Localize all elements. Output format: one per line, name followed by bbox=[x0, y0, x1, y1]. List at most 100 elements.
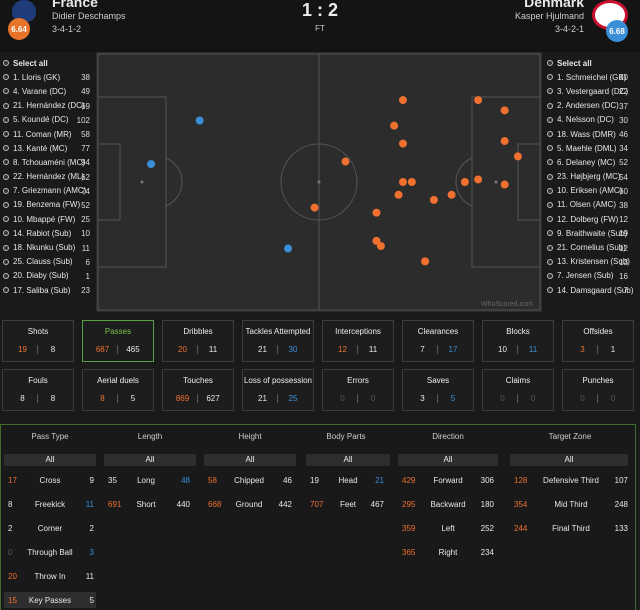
select-checkbox-icon[interactable] bbox=[547, 88, 553, 95]
home-pass-dot[interactable] bbox=[447, 190, 456, 199]
select-checkbox-icon[interactable] bbox=[3, 244, 9, 251]
filter-option[interactable]: Cross bbox=[39, 476, 61, 485]
away-player-row[interactable]: 7. Jensen (Sub) bbox=[546, 269, 640, 283]
select-checkbox-icon[interactable] bbox=[3, 102, 9, 109]
home-pass-dot[interactable] bbox=[398, 139, 407, 148]
select-checkbox-icon[interactable] bbox=[547, 201, 553, 208]
home-pass-dot[interactable] bbox=[310, 203, 319, 212]
home-team-name[interactable]: France bbox=[52, 0, 98, 10]
home-player-row[interactable]: 14. Rabiot (Sub) bbox=[2, 226, 106, 240]
filter-option[interactable]: Right bbox=[438, 548, 458, 557]
filter-all-button[interactable]: All bbox=[306, 454, 390, 466]
filter-option[interactable]: Head bbox=[338, 476, 358, 485]
select-checkbox-icon[interactable] bbox=[3, 88, 9, 95]
stat-fouls[interactable]: Fouls 8 8 bbox=[2, 369, 74, 411]
home-pass-dot[interactable] bbox=[429, 195, 438, 204]
filter-option[interactable]: Defensive Third bbox=[543, 476, 599, 485]
away-player-row[interactable]: 9. Braithwaite (Sub) bbox=[546, 226, 640, 240]
select-checkbox-icon[interactable] bbox=[3, 216, 9, 223]
home-pass-dot[interactable] bbox=[407, 178, 416, 186]
away-player-row[interactable]: 1. Schmeichel (GK) bbox=[546, 70, 640, 84]
select-checkbox-icon[interactable] bbox=[3, 74, 9, 81]
stat-interceptions[interactable]: Interceptions 12 11 bbox=[322, 320, 394, 362]
select-checkbox-icon[interactable] bbox=[547, 116, 553, 123]
home-pass-dot[interactable] bbox=[460, 178, 469, 186]
home-player-row[interactable]: 22. Hernández (ML) bbox=[2, 170, 106, 184]
stat-punches[interactable]: Punches 0 0 bbox=[562, 369, 634, 411]
away-pass-dot[interactable] bbox=[284, 244, 293, 253]
select-checkbox-icon[interactable] bbox=[3, 173, 9, 180]
select-checkbox-icon[interactable] bbox=[3, 272, 9, 279]
home-pass-dot[interactable] bbox=[372, 236, 381, 245]
home-pass-dot[interactable] bbox=[341, 157, 350, 166]
away-player-row[interactable]: 23. Højbjerg (MC) bbox=[546, 170, 640, 184]
stat-claims[interactable]: Claims 0 0 bbox=[482, 369, 554, 411]
select-checkbox-icon[interactable] bbox=[3, 131, 9, 138]
select-checkbox-icon[interactable] bbox=[547, 159, 553, 166]
home-player-row[interactable]: 21. Hernández (DC) bbox=[2, 99, 106, 113]
away-player-row[interactable]: 3. Vestergaard (DC) bbox=[546, 84, 640, 98]
select-checkbox-icon[interactable] bbox=[547, 216, 553, 223]
filter-option[interactable]: Corner bbox=[37, 524, 63, 533]
home-player-row[interactable]: 11. Coman (MR) bbox=[2, 127, 106, 141]
home-pass-dot[interactable] bbox=[500, 180, 509, 189]
away-player-row[interactable]: 2. Andersen (DC) bbox=[546, 99, 640, 113]
filter-option[interactable]: Key Passes bbox=[28, 596, 72, 605]
away-player-row[interactable]: 11. Olsen (AMC) bbox=[546, 198, 640, 212]
home-player-row[interactable]: 8. Tchouaméni (MC) bbox=[2, 155, 106, 169]
filter-option[interactable]: Through Ball bbox=[27, 548, 73, 557]
select-checkbox-icon[interactable] bbox=[547, 244, 553, 251]
filter-all-button[interactable]: All bbox=[398, 454, 498, 466]
home-player-row[interactable]: 13. Kanté (MC) bbox=[2, 141, 106, 155]
home-player-row[interactable]: 20. Diaby (Sub) bbox=[2, 269, 106, 283]
home-pass-dot[interactable] bbox=[513, 152, 522, 161]
away-player-row[interactable]: 4. Nelsson (DC) bbox=[546, 113, 640, 127]
filter-option[interactable]: Final Third bbox=[552, 524, 590, 533]
select-checkbox-icon[interactable] bbox=[3, 258, 9, 265]
filter-option[interactable]: Feet bbox=[339, 500, 356, 509]
stat-clearances[interactable]: Clearances 7 17 bbox=[402, 320, 474, 362]
stat-blocks[interactable]: Blocks 10 11 bbox=[482, 320, 554, 362]
select-checkbox-icon[interactable] bbox=[3, 230, 9, 237]
away-player-row[interactable]: 5. Maehle (DML) bbox=[546, 141, 640, 155]
stat-errors[interactable]: Errors 0 0 bbox=[322, 369, 394, 411]
away-player-row[interactable]: 6. Delaney (MC) bbox=[546, 155, 640, 169]
away-pass-dot[interactable] bbox=[195, 116, 204, 125]
filter-option[interactable]: Mid Third bbox=[554, 500, 588, 509]
stat-tackles-attempted[interactable]: Tackles Attempted 21 30 bbox=[242, 320, 314, 362]
home-pass-dot[interactable] bbox=[372, 208, 381, 217]
select-checkbox-icon[interactable] bbox=[547, 287, 553, 294]
away-player-row[interactable]: 14. Damsgaard (Sub) bbox=[546, 283, 640, 297]
select-checkbox-icon[interactable] bbox=[3, 287, 9, 294]
select-checkbox-icon[interactable] bbox=[547, 74, 553, 81]
home-pass-dot[interactable] bbox=[394, 190, 403, 199]
filter-all-button[interactable]: All bbox=[510, 454, 628, 466]
filter-all-button[interactable]: All bbox=[204, 454, 296, 466]
select-checkbox-icon[interactable] bbox=[3, 116, 9, 123]
select-checkbox-icon[interactable] bbox=[547, 187, 553, 194]
away-pass-dot[interactable] bbox=[147, 160, 156, 169]
home-player-row[interactable]: 1. Lloris (GK) bbox=[2, 70, 106, 84]
home-player-row[interactable]: Select all bbox=[2, 56, 106, 70]
stat-offsides[interactable]: Offsides 3 1 bbox=[562, 320, 634, 362]
home-pass-dot[interactable] bbox=[500, 137, 509, 146]
filter-option[interactable]: Left bbox=[441, 524, 455, 533]
filter-option[interactable]: Long bbox=[137, 476, 155, 485]
home-player-row[interactable]: 7. Griezmann (AMC) bbox=[2, 184, 106, 198]
away-player-row[interactable]: 13. Kristensen (Sub) bbox=[546, 255, 640, 269]
home-player-row[interactable]: 4. Varane (DC) bbox=[2, 84, 106, 98]
away-player-row[interactable]: Select all bbox=[546, 56, 640, 70]
select-checkbox-icon[interactable] bbox=[547, 272, 553, 279]
away-player-row[interactable]: 18. Wass (DMR) bbox=[546, 127, 640, 141]
filter-option[interactable]: Forward bbox=[433, 476, 463, 485]
select-checkbox-icon[interactable] bbox=[3, 60, 9, 67]
select-checkbox-icon[interactable] bbox=[547, 173, 553, 180]
stat-touches[interactable]: Touches 869 627 bbox=[162, 369, 234, 411]
home-player-row[interactable]: 17. Saliba (Sub) bbox=[2, 283, 106, 297]
select-checkbox-icon[interactable] bbox=[547, 131, 553, 138]
home-pass-dot[interactable] bbox=[474, 175, 483, 184]
filter-all-button[interactable]: All bbox=[104, 454, 196, 466]
away-team-name[interactable]: Denmark bbox=[524, 0, 584, 10]
select-checkbox-icon[interactable] bbox=[547, 230, 553, 237]
home-player-row[interactable]: 10. Mbappé (FW) bbox=[2, 212, 106, 226]
